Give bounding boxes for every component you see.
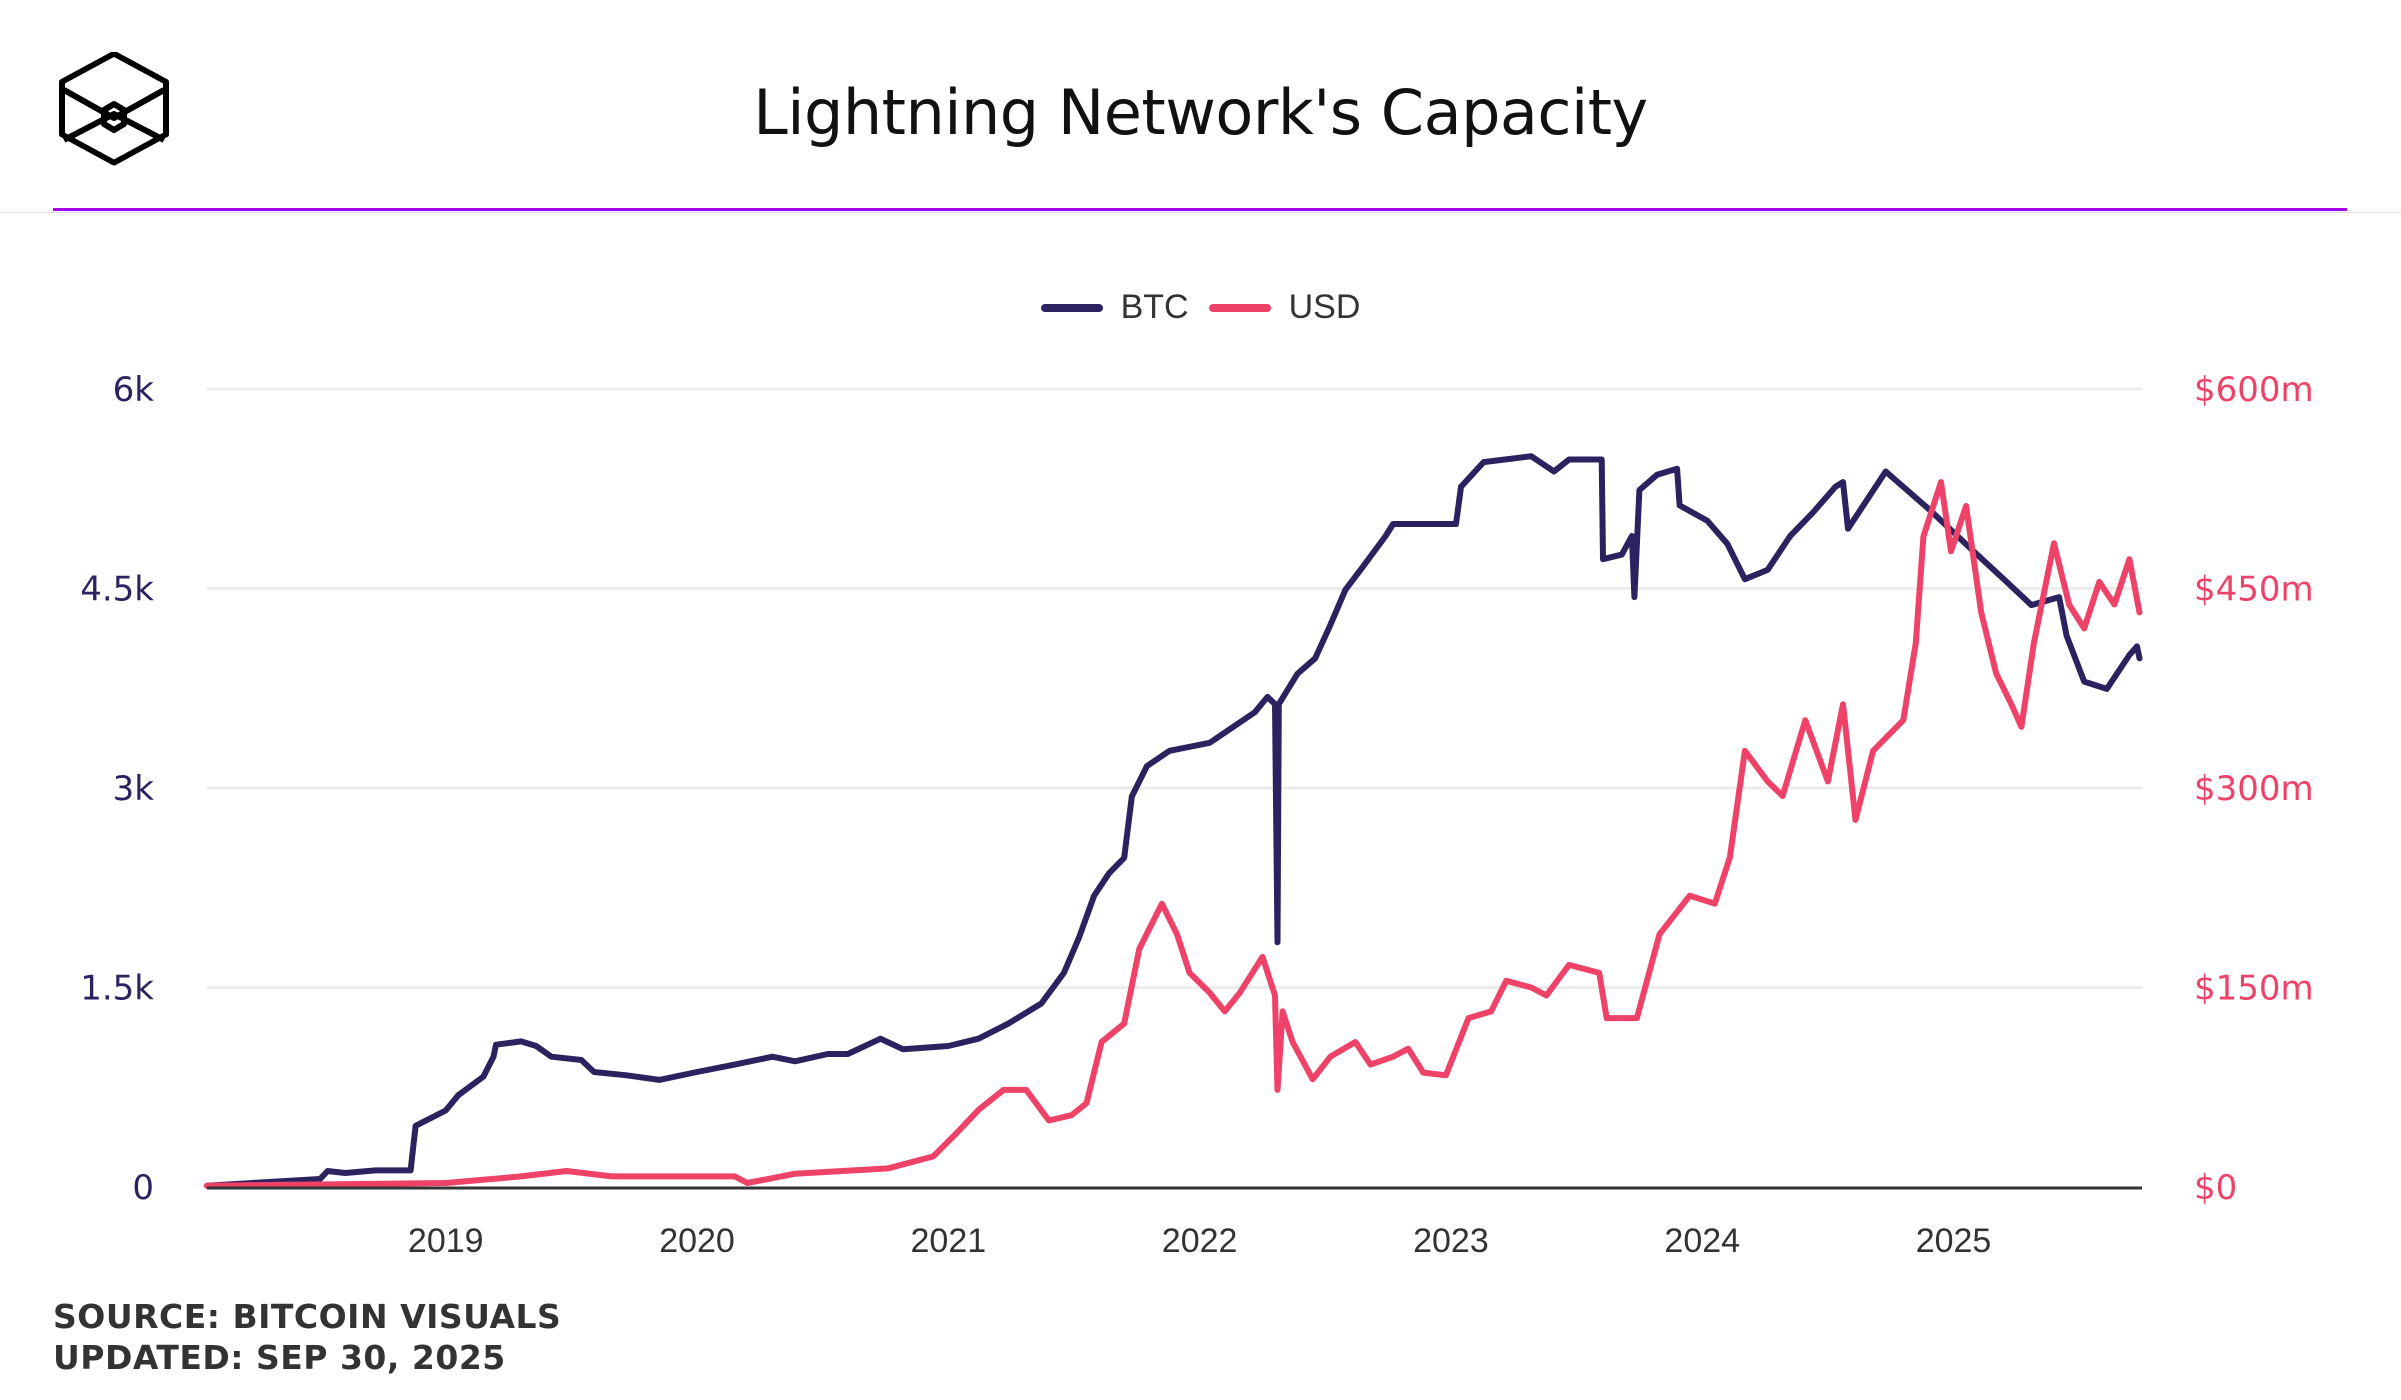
y-left-tick-label: 0: [132, 1168, 154, 1208]
y-right-tick-label: $150m: [2194, 969, 2314, 1009]
header-divider: [53, 208, 2347, 211]
y-right-tick-label: $300m: [2194, 769, 2314, 809]
x-tick-label: 2020: [659, 1222, 735, 1260]
y-right-tick-label: $0: [2194, 1168, 2237, 1208]
y-axis-left-ticks: 0 1.5k 3k 4.5k 6k: [80, 370, 154, 1208]
legend-item-btc[interactable]: BTC: [1040, 288, 1189, 327]
series-line-usd: [204, 479, 2143, 1189]
x-tick-label: 2025: [1916, 1222, 1992, 1260]
y-right-tick-label: $450m: [2194, 570, 2314, 610]
legend: BTC USD: [0, 288, 2401, 327]
legend-label-usd: USD: [1288, 288, 1361, 326]
y-right-tick-label: $600m: [2194, 370, 2314, 410]
x-axis-ticks: 2019 2020 2021 2022 2023 2024 2025: [408, 1222, 1991, 1260]
y-left-tick-label: 3k: [113, 769, 155, 809]
chart-title: Lightning Network's Capacity: [753, 76, 1648, 149]
y-left-tick-label: 1.5k: [80, 969, 154, 1009]
y-axis-right-ticks: $0 $150m $300m $450m $600m: [2194, 370, 2314, 1208]
updated-note: UPDATED: SEP 30, 2025: [53, 1338, 506, 1377]
source-note: SOURCE: BITCOIN VISUALS: [53, 1297, 562, 1336]
legend-label-btc: BTC: [1120, 288, 1189, 326]
brand-logo-icon: [59, 52, 169, 166]
y-left-tick-label: 6k: [113, 370, 155, 410]
series-line-btc: [204, 453, 2143, 1189]
x-tick-label: 2024: [1664, 1222, 1740, 1260]
y-left-tick-label: 4.5k: [80, 570, 154, 610]
header-divider-light: [0, 212, 2401, 213]
x-tick-label: 2019: [408, 1222, 484, 1260]
x-tick-label: 2023: [1413, 1222, 1489, 1260]
legend-swatch-usd: [1208, 303, 1271, 312]
legend-swatch-btc: [1040, 303, 1103, 312]
series-lines: [204, 453, 2143, 1189]
x-tick-label: 2022: [1162, 1222, 1238, 1260]
gridlines: [207, 387, 2142, 989]
x-tick-label: 2021: [911, 1222, 987, 1260]
legend-item-usd[interactable]: USD: [1208, 288, 1361, 327]
footer: SOURCE: BITCOIN VISUALS UPDATED: SEP 30,…: [53, 1296, 561, 1378]
